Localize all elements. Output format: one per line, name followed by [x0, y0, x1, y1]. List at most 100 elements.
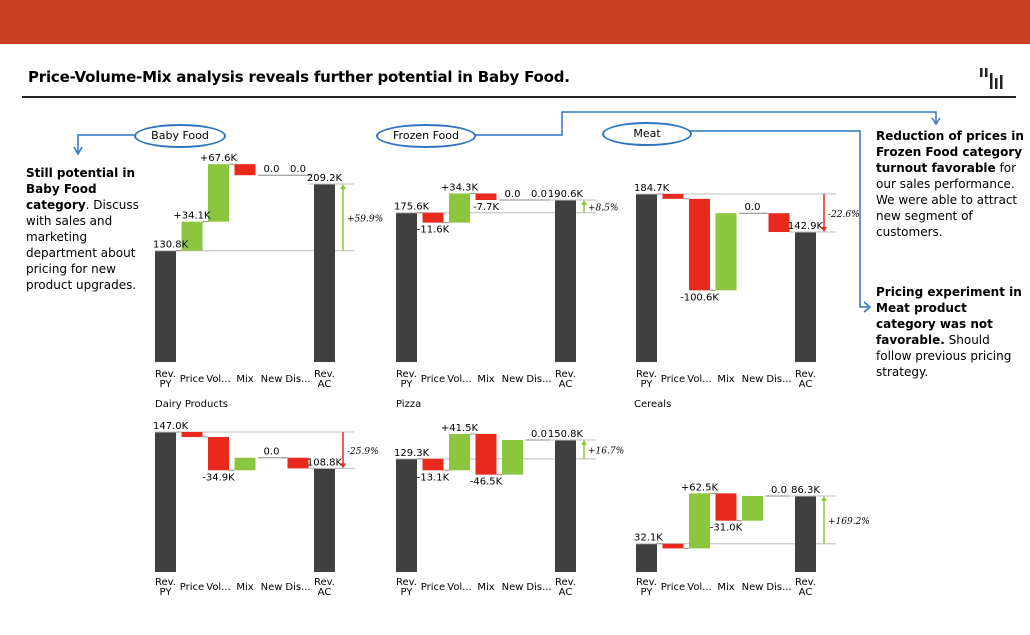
variance-arrowhead	[340, 184, 346, 189]
category-label-rev-suffix: AC	[318, 587, 332, 598]
category-label: Price	[661, 374, 685, 385]
note-baby-food: Still potential in Baby Food category. D…	[26, 165, 154, 293]
bar-delta	[689, 198, 710, 291]
bar-delta	[287, 457, 309, 469]
variance-label: -25.9%	[347, 447, 379, 457]
category-label: Vol...	[447, 374, 472, 385]
value-label-1: +34.1K	[173, 211, 211, 222]
value-label-0: 129.3K	[394, 448, 430, 459]
pill-meat: Meat	[602, 122, 692, 146]
variance-arrowhead	[340, 463, 346, 469]
category-label-rev-suffix: AC	[559, 587, 573, 598]
category-label: Mix	[477, 374, 494, 385]
variance-arrowhead	[581, 440, 587, 445]
value-label-2: +62.5K	[681, 482, 719, 493]
note-frozen-food: Reduction of prices in Frozen Food categ…	[876, 128, 1026, 240]
connector-meat	[688, 130, 868, 308]
connector-meat-arrowhead	[863, 301, 872, 313]
note-baby-food-bold: Still potential in Baby Food category	[26, 166, 136, 212]
bar-delta	[475, 193, 497, 200]
category-label: Vol...	[206, 582, 231, 593]
bar-delta	[449, 193, 470, 223]
chart-title-dairy: Dairy Products	[155, 399, 228, 410]
category-label: New	[261, 374, 283, 385]
value-label-5: 0.0	[771, 485, 787, 496]
bar-delta	[742, 496, 763, 521]
variance-arrowhead	[821, 496, 827, 501]
category-label-rev: Rev.	[795, 577, 816, 588]
note-meat-bold: Pricing experiment in Meat product categ…	[876, 285, 1022, 347]
category-label-rev-suffix: AC	[799, 379, 813, 390]
category-label-rev-suffix: AC	[799, 587, 813, 598]
bar-rev-ac	[314, 468, 335, 572]
category-label-rev: Rev.	[636, 369, 657, 380]
bar-delta	[768, 213, 790, 233]
variance-label: +169.2%	[828, 517, 870, 527]
category-label-rev-suffix: AC	[318, 379, 332, 390]
value-label-1: -13.1K	[417, 472, 450, 483]
category-label-rev-suffix: PY	[160, 379, 173, 390]
value-label-4: 0.0	[505, 189, 521, 200]
category-label: Price	[180, 374, 204, 385]
note-frozen-food-bold: Reduction of prices in Frozen Food categ…	[876, 129, 1024, 175]
category-label: Price	[180, 582, 204, 593]
bar-rev-py	[396, 212, 417, 362]
value-label-4: 0.0	[745, 202, 761, 213]
category-label-rev: Rev.	[555, 369, 576, 380]
category-label: New	[742, 582, 764, 593]
bar-rev-ac	[795, 232, 816, 362]
title-divider	[22, 96, 1016, 98]
category-label: Dis...	[526, 582, 551, 593]
bar-rev-py	[396, 458, 417, 572]
category-label: Price	[421, 582, 445, 593]
value-label-5: 0.0	[531, 429, 547, 440]
page-title: Price-Volume-Mix analysis reveals furthe…	[28, 68, 570, 86]
bar-delta	[234, 457, 256, 471]
value-label-4: 0.0	[264, 447, 280, 458]
bar-rev-py	[155, 250, 176, 362]
bar-delta	[689, 493, 710, 549]
connector-baby-food-arrowhead	[73, 146, 83, 156]
category-label: Vol...	[447, 582, 472, 593]
value-label-6: 108.8K	[307, 457, 343, 468]
category-label: New	[742, 374, 764, 385]
category-label: Price	[661, 582, 685, 593]
header-bar	[0, 0, 1030, 44]
bar-delta	[181, 221, 203, 251]
value-label-1: -11.6K	[417, 225, 450, 236]
bar-delta	[449, 433, 470, 471]
value-label-4: 0.0	[264, 164, 280, 175]
bar-delta	[662, 194, 684, 199]
variance-label: -22.6%	[828, 210, 860, 220]
value-label-0: 147.0K	[153, 421, 189, 432]
value-label-2: -100.6K	[680, 292, 719, 303]
bar-delta	[208, 164, 229, 222]
category-label: Dis...	[285, 582, 310, 593]
connector-frozen-food-arrowhead	[931, 117, 941, 126]
bar-rev-ac	[555, 440, 576, 572]
bar-rev-ac	[555, 200, 576, 362]
category-label: Vol...	[206, 374, 231, 385]
category-label-rev-suffix: PY	[641, 587, 654, 598]
category-label: Mix	[717, 582, 734, 593]
note-baby-food-text: . Discuss with sales and marketing depar…	[26, 198, 139, 292]
bar-delta	[662, 543, 684, 549]
category-label-rev: Rev.	[314, 577, 335, 588]
bar-delta	[502, 440, 523, 475]
value-label-0: 175.6K	[394, 202, 430, 213]
bar-rev-ac	[314, 184, 335, 362]
bar-delta	[181, 432, 203, 438]
category-label: Dis...	[766, 582, 791, 593]
value-label-5: 0.0	[531, 189, 547, 200]
value-label-3: -31.0K	[710, 523, 743, 534]
connector-frozen-food	[472, 111, 937, 136]
category-label: Dis...	[766, 374, 791, 385]
value-label-3: -7.7K	[473, 202, 500, 213]
variance-arrowhead	[581, 200, 587, 205]
category-label-rev: Rev.	[555, 577, 576, 588]
category-label: New	[261, 582, 283, 593]
value-label-2: -34.9K	[202, 472, 235, 483]
value-label-3: -46.5K	[470, 477, 503, 488]
bar-rev-py	[636, 194, 657, 362]
